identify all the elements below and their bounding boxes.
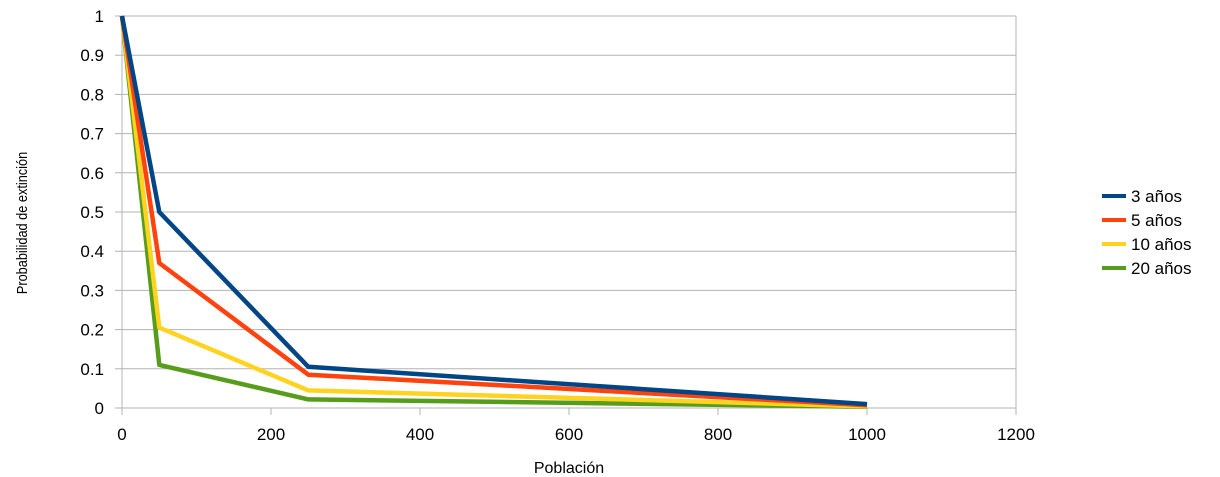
x-tick-label: 600 (555, 425, 583, 444)
x-tick-label: 200 (257, 425, 285, 444)
series-line (119, 15, 868, 408)
y-tick-label: 0.4 (80, 242, 104, 261)
axes (115, 15, 1017, 415)
x-tick-label: 800 (704, 425, 732, 444)
y-tick-label: 0.2 (80, 321, 104, 340)
y-tick-label: 0.1 (80, 360, 104, 379)
y-tick-label: 0.5 (80, 203, 104, 222)
y-tick-label: 0.8 (80, 85, 104, 104)
y-tick-label: 0 (95, 399, 104, 418)
x-tick-label: 400 (406, 425, 434, 444)
x-tick-label: 1200 (997, 425, 1035, 444)
y-tick-label: 0.3 (80, 281, 104, 300)
y-tick-label: 0.6 (80, 164, 104, 183)
x-axis-title: Población (534, 460, 604, 477)
legend: 3 años 5 años 10 años 20 años (1102, 187, 1192, 278)
tick-labels: 0 0.1 0.2 0.3 0.4 0.5 0.6 0.7 0.8 0.9 1 0 200 400 600 8… (80, 7, 1035, 444)
series-line (119, 15, 868, 407)
x-tick-label: 0 (117, 425, 126, 444)
series-line (119, 15, 868, 409)
legend-label: 20 años (1131, 259, 1192, 278)
x-tick-label: 1000 (848, 425, 886, 444)
series-lines (119, 15, 868, 410)
legend-label: 5 años (1131, 211, 1182, 230)
y-tick-label: 1 (95, 7, 104, 26)
legend-label: 10 años (1131, 235, 1192, 254)
gridlines (122, 15, 1016, 409)
y-tick-label: 0.7 (80, 125, 104, 144)
y-tick-label: 0.9 (80, 46, 104, 65)
legend-label: 3 años (1131, 187, 1182, 206)
y-axis-title: Probabilidad de extinción (13, 152, 30, 294)
series-line (119, 15, 868, 410)
